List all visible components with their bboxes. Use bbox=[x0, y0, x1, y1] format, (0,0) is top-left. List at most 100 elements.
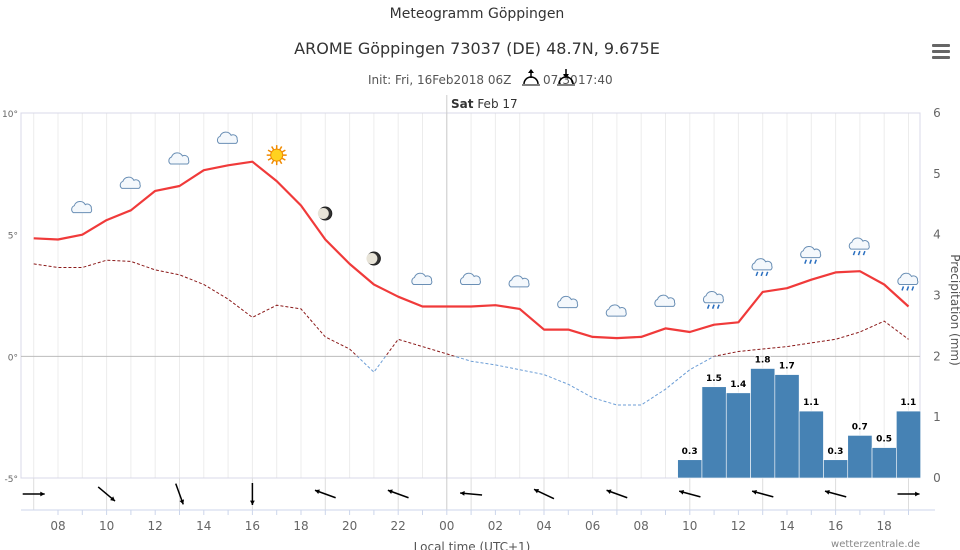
sun-ray bbox=[267, 157, 272, 161]
temperature-line bbox=[33, 160, 910, 340]
cloud-shape bbox=[168, 152, 190, 165]
wind-arrow-icon bbox=[250, 483, 255, 505]
x-tick-label: 18 bbox=[877, 519, 892, 533]
right-tick-label: 4 bbox=[933, 228, 941, 242]
precipitation-label: 1.1 bbox=[803, 398, 819, 408]
wind-head bbox=[314, 489, 320, 494]
weather-symbols bbox=[71, 131, 919, 317]
cloud-shape bbox=[702, 291, 724, 304]
right-axis-title: Precipitation (mm) bbox=[948, 254, 960, 366]
precipitation-bar bbox=[677, 459, 703, 479]
cloud-shape bbox=[848, 237, 870, 250]
rain-drop bbox=[755, 271, 759, 277]
rain-drop bbox=[814, 259, 818, 264]
precipitation-label: 0.7 bbox=[852, 422, 868, 432]
precipitation-bar bbox=[774, 374, 800, 479]
series-lines bbox=[33, 160, 910, 406]
precipitation-label: 0.5 bbox=[876, 435, 892, 445]
wind-head bbox=[824, 489, 830, 495]
rain-icon bbox=[848, 237, 870, 256]
moon-lit bbox=[366, 253, 378, 265]
right-tick-label: 3 bbox=[933, 289, 941, 303]
precipitation-bar bbox=[750, 368, 776, 479]
moon-icon bbox=[317, 206, 333, 221]
sun-ray bbox=[281, 149, 286, 153]
cloud-shape bbox=[605, 304, 627, 317]
x-tick-label: 06 bbox=[585, 519, 600, 533]
x-tick-label: 02 bbox=[488, 519, 503, 533]
x-tick-label: 10 bbox=[99, 519, 114, 533]
wind-head bbox=[752, 489, 757, 495]
rain-icon bbox=[702, 291, 724, 309]
wind-head bbox=[915, 491, 920, 497]
wind-head bbox=[679, 489, 685, 495]
sunset-icon bbox=[557, 69, 575, 86]
wind-arrow-icon bbox=[460, 491, 483, 496]
x-tick-label: 08 bbox=[634, 519, 649, 533]
x-tick-label: 08 bbox=[50, 519, 65, 533]
chart-title: Meteogramm Göppingen bbox=[390, 6, 565, 22]
x-tick-label: 16 bbox=[245, 519, 260, 533]
cloud-shape bbox=[557, 295, 579, 309]
rain-drop bbox=[911, 286, 915, 291]
rain-drop bbox=[862, 250, 866, 256]
rain-icon bbox=[800, 246, 822, 264]
sunrise-icon bbox=[522, 69, 540, 86]
left-tick-label: 5° bbox=[8, 232, 18, 242]
x-tick-label: 16 bbox=[828, 519, 843, 533]
rain-icon bbox=[897, 272, 919, 291]
x-tick-label: 00 bbox=[439, 519, 454, 533]
day-label: Sat Feb 17 bbox=[451, 97, 518, 111]
axes: 08 10 12 14 16 18 20 22 00 02 04 06 08 10 12 14 16 1810°5… bbox=[2, 106, 941, 533]
dewpoint-line bbox=[33, 259, 909, 357]
wind-arrow-icon bbox=[97, 486, 116, 502]
init-text: Init: Fri, 16Feb2018 06Z bbox=[368, 73, 511, 87]
wind-head bbox=[179, 499, 185, 505]
cloud-icon bbox=[168, 152, 190, 165]
credit-link[interactable]: wetterzentrale.de bbox=[831, 539, 920, 550]
rain-icon bbox=[751, 258, 773, 277]
cloud-icon bbox=[508, 275, 530, 288]
sun-disc bbox=[270, 148, 284, 162]
left-tick-label: 10° bbox=[2, 110, 18, 120]
wind-arrow-icon bbox=[606, 489, 628, 499]
moon-icon bbox=[366, 251, 381, 266]
x-tick-label: 12 bbox=[731, 519, 746, 533]
precipitation-bars: 0.3 1.5 1.4 1.8 1.7 1.1 0.3 0.7 0.5 1.1 bbox=[677, 355, 921, 479]
day-label-date: Feb 17 bbox=[477, 97, 517, 111]
precipitation-bar bbox=[701, 386, 727, 479]
rain-drop bbox=[765, 271, 769, 277]
wind-head bbox=[250, 500, 255, 505]
precipitation-bar bbox=[725, 392, 751, 479]
rain-drop bbox=[804, 259, 808, 264]
rain-drop bbox=[857, 250, 861, 256]
rain-drop bbox=[716, 304, 720, 309]
cloud-shape bbox=[216, 131, 238, 144]
wind-arrow-icon bbox=[533, 488, 555, 500]
precipitation-bar bbox=[896, 410, 921, 479]
precipitation-bar bbox=[823, 459, 849, 479]
sun-ray bbox=[271, 146, 275, 151]
hamburger-menu-icon[interactable] bbox=[932, 44, 950, 60]
precipitation-label: 1.5 bbox=[706, 374, 722, 384]
precipitation-label: 0.3 bbox=[682, 447, 698, 457]
day-label-weekday: Sat bbox=[451, 97, 474, 111]
cloud-shape bbox=[751, 258, 773, 271]
chart-subtitle: AROME Göppingen 73037 (DE) 48.7N, 9.675E bbox=[294, 39, 660, 58]
rain-drop bbox=[706, 304, 710, 309]
x-tick-label: 14 bbox=[196, 519, 211, 533]
cloud-shape bbox=[119, 176, 141, 189]
wind-arrow-icon bbox=[22, 491, 45, 497]
sunset-time: 17:40 bbox=[578, 73, 613, 87]
x-tick-label: 22 bbox=[391, 519, 406, 533]
x-tick-label: 04 bbox=[536, 519, 551, 533]
wind-head bbox=[534, 489, 540, 494]
right-tick-label: 6 bbox=[933, 106, 941, 120]
cloud-icon bbox=[216, 131, 238, 144]
cloud-shape bbox=[800, 246, 822, 259]
init-line: Init: Fri, 16Feb2018 06Z 07:30 17:40 bbox=[368, 69, 613, 87]
x-tick-label: 14 bbox=[779, 519, 794, 533]
wind-arrows bbox=[22, 483, 920, 505]
sun-ray bbox=[279, 146, 283, 151]
